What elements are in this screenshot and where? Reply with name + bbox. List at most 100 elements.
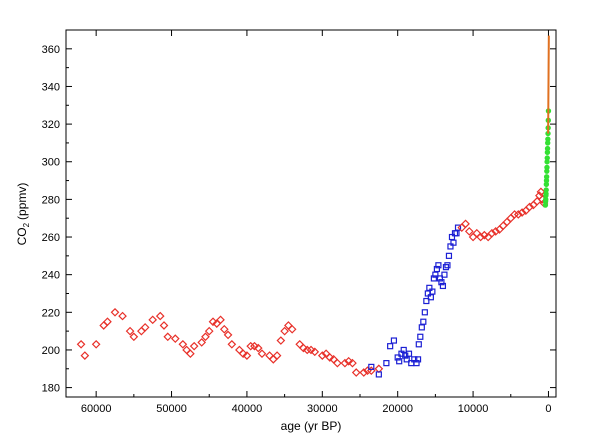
data-point [468,232,478,242]
y-tick-label: 340 [42,81,60,93]
data-point [480,230,489,240]
data-point [257,349,267,359]
y-tick-label: 180 [42,383,60,395]
data-point [394,354,401,361]
data-point [417,333,424,340]
x-tick-label: 40000 [232,403,263,415]
x-tick-label: 30000 [307,403,338,415]
data-point [513,210,523,219]
data-point [498,221,508,231]
data-point [510,210,519,219]
data-point [441,271,448,278]
data-point [544,145,551,152]
data-point [306,345,316,355]
data-point [442,264,450,271]
y-axis-title: CO2 (ppmv) [15,183,31,246]
data-point [348,358,357,368]
data-point [216,315,225,325]
data-point [544,164,550,171]
data-point [340,358,350,368]
data-point [433,265,440,273]
data-point [430,275,437,282]
y-axis-title-subscript: 2 [22,222,31,227]
data-point [543,174,550,180]
plot-frame [65,29,557,398]
data-point [402,352,409,359]
data-point [333,358,342,368]
x-tick-label: 50000 [156,403,187,415]
data-point [299,343,308,353]
data-point [429,288,436,295]
data-point [103,317,112,327]
data-point [544,155,550,161]
data-point [438,279,445,286]
data-point [396,358,403,365]
data-point [310,347,320,357]
data-point [219,324,229,334]
data-point [201,332,210,342]
data-point [276,336,286,345]
data-point [344,356,354,366]
data-point [80,351,90,360]
data-point [227,339,237,349]
data-point [325,353,335,362]
y-tick-label: 260 [42,232,60,244]
data-point [432,271,439,278]
data-point [148,315,158,325]
y-tick-label: 200 [42,345,60,357]
x-axis-title: age (yr BP) [281,419,342,433]
data-point [265,351,274,360]
data-point [390,337,398,344]
data-point [197,338,207,347]
data-point [421,309,428,316]
data-point [159,321,169,330]
data-point [246,341,256,351]
x-axis: 60000 50000 40000 30000 20000 10000 0 [81,30,552,415]
data-point [439,282,447,290]
data-point [155,311,165,321]
data-point [476,232,485,242]
data-marks [76,35,552,378]
data-point [405,350,413,357]
data-point [129,332,139,342]
y-tick-label: 220 [42,307,60,319]
data-point [423,297,430,305]
data-point [284,321,293,330]
data-point [444,262,451,269]
data-point [253,343,263,353]
data-point [427,294,434,301]
x-tick-label: 10000 [458,403,489,415]
data-point [472,228,482,238]
data-point [414,356,422,363]
data-point [454,224,462,231]
data-point [182,345,191,355]
data-point [400,346,407,354]
data-point [545,136,551,142]
data-point [445,252,453,259]
data-point [76,339,86,349]
data-point [450,239,457,246]
series-line [547,35,550,134]
y-axis-title-unit: (ppmv) [15,183,29,220]
data-point [517,208,527,217]
data-point [453,230,460,237]
x-tick-label: 60000 [81,403,112,415]
data-point [186,349,195,359]
x-tick-label: 0 [545,403,551,415]
y-axis-title-main: CO [15,227,29,245]
data-point [178,339,188,349]
data-point [295,339,305,349]
data-point [272,351,282,360]
data-point [491,227,501,236]
data-point [287,324,297,334]
data-point [170,334,180,344]
y-tick-label: 240 [42,270,60,282]
data-point [137,326,146,336]
data-point [461,219,470,229]
data-point [189,341,199,351]
data-point [208,317,218,327]
data-point [140,323,150,332]
data-point [125,326,135,336]
data-point [268,355,278,364]
